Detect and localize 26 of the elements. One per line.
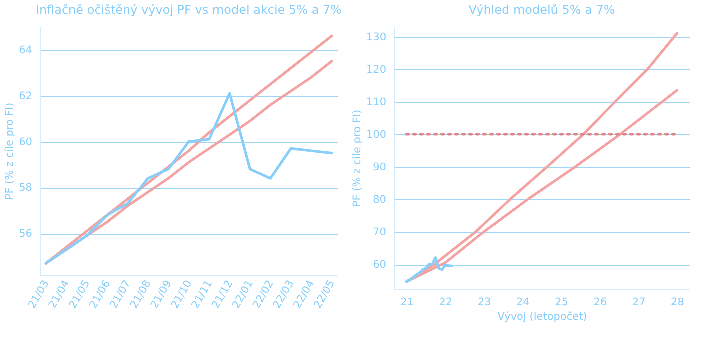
x-tick-label: 21 [400,296,414,308]
y-tick-label: 60 [19,136,32,148]
x-tick-label: 23 [478,296,492,308]
chart-title: Výhled modelů 5% a 7% [468,3,616,17]
y-tick-label: 80 [373,194,386,206]
y-tick-label: 130 [366,31,386,44]
x-tick-label: 28 [671,296,684,308]
x-tick-label: 25 [555,296,569,308]
y-tick-label: 58 [19,182,32,194]
y-axis-title: PF (% z cíle pro FI) [351,110,364,208]
y-tick-label: 56 [19,228,33,240]
x-tick-label: 26 [594,296,608,308]
y-tick-label: 64 [19,44,33,56]
y-tick-label: 100 [366,128,386,141]
y-axis-title: PF (% z cíle pro FI) [4,102,16,200]
chart-title: Inflačně očištěný vývoj PF vs model akcie 5% a 7% [36,3,342,17]
x-tick-label: 22 [439,296,453,308]
y-tick-label: 62 [19,90,32,102]
y-tick-label: 120 [366,64,386,76]
x-axis-title: Vývoj (letopočet) [498,311,588,323]
y-tick-label: 60 [373,259,386,272]
x-tick-label: 27 [632,296,646,308]
x-tick-label: 24 [516,296,530,308]
y-tick-label: 110 [366,96,386,108]
y-tick-label: 90 [373,161,386,174]
y-tick-label: 70 [373,226,386,239]
